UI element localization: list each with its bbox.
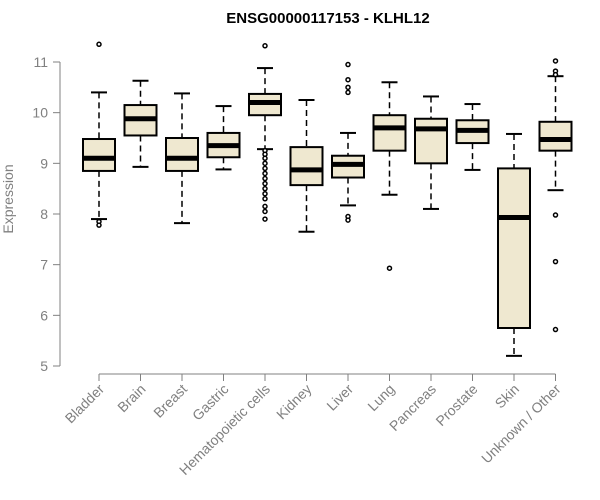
x-tick-label: Liver	[323, 381, 356, 414]
box-group	[331, 61, 365, 223]
box-group	[455, 103, 490, 171]
outlier-point	[262, 170, 268, 177]
box-iqr	[372, 114, 407, 152]
x-tick-label: Breast	[150, 381, 190, 421]
x-tick-label: Lung	[364, 381, 397, 414]
outlier-point	[262, 185, 268, 192]
outlier-point	[262, 208, 268, 215]
y-tick-label: 11	[33, 54, 48, 70]
outlier-point	[262, 43, 268, 49]
outlier-point	[345, 84, 351, 91]
box-group	[372, 81, 407, 271]
outlier-point	[96, 222, 102, 228]
box-group	[82, 41, 116, 228]
outlier-point	[552, 212, 559, 218]
x-tick-label: Brain	[114, 381, 148, 415]
outlier-point	[345, 217, 351, 223]
y-tick-label: 6	[40, 307, 48, 323]
x-tick-label: Prostate	[432, 381, 480, 429]
box-group	[206, 105, 241, 171]
x-tick-label: Bladder	[62, 381, 108, 427]
x-tick-label: Skin	[492, 381, 523, 412]
box-group	[538, 58, 573, 333]
outlier-point	[345, 76, 351, 83]
outlier-point	[262, 155, 268, 162]
outlier-point	[262, 216, 268, 222]
y-tick-label: 5	[40, 358, 48, 374]
box-group	[248, 43, 282, 222]
boxes-layer	[82, 41, 573, 357]
outlier-point	[345, 61, 351, 68]
outlier-point	[345, 89, 351, 96]
y-tick-label: 10	[32, 105, 48, 121]
y-tick-label: 7	[40, 257, 48, 273]
outlier-point	[262, 196, 268, 202]
outlier-point	[386, 265, 393, 271]
x-tick-label: Unknown / Other	[478, 381, 564, 467]
box-iqr	[165, 137, 199, 172]
outlier-point	[262, 165, 268, 172]
outlier-point	[262, 160, 268, 167]
outlier-point	[552, 58, 559, 64]
outlier-point	[96, 41, 102, 48]
box-iqr	[82, 138, 116, 172]
box-group	[414, 95, 448, 210]
outlier-point	[552, 258, 559, 265]
chart-title: ENSG00000117153 - KLHL12	[226, 10, 429, 27]
outlier-point	[552, 326, 559, 333]
outlier-point	[552, 71, 559, 78]
box-iqr	[414, 117, 448, 165]
outlier-point	[262, 180, 268, 187]
box-group	[123, 79, 158, 168]
outlier-point	[262, 175, 268, 182]
box-group	[289, 99, 324, 233]
y-tick-label: 9	[40, 155, 48, 171]
outlier-point	[262, 190, 268, 197]
box-iqr	[289, 146, 324, 187]
box-iqr	[497, 167, 531, 329]
box-group	[165, 92, 199, 225]
box-iqr	[538, 120, 573, 152]
x-tick-label: Kidney	[273, 381, 315, 423]
y-tick-label: 8	[40, 206, 48, 222]
y-axis: 5 6 7 8 9 10 11	[32, 54, 61, 374]
y-axis-title: Expression	[0, 164, 16, 233]
box-group	[497, 132, 531, 357]
outlier-point	[262, 203, 268, 210]
